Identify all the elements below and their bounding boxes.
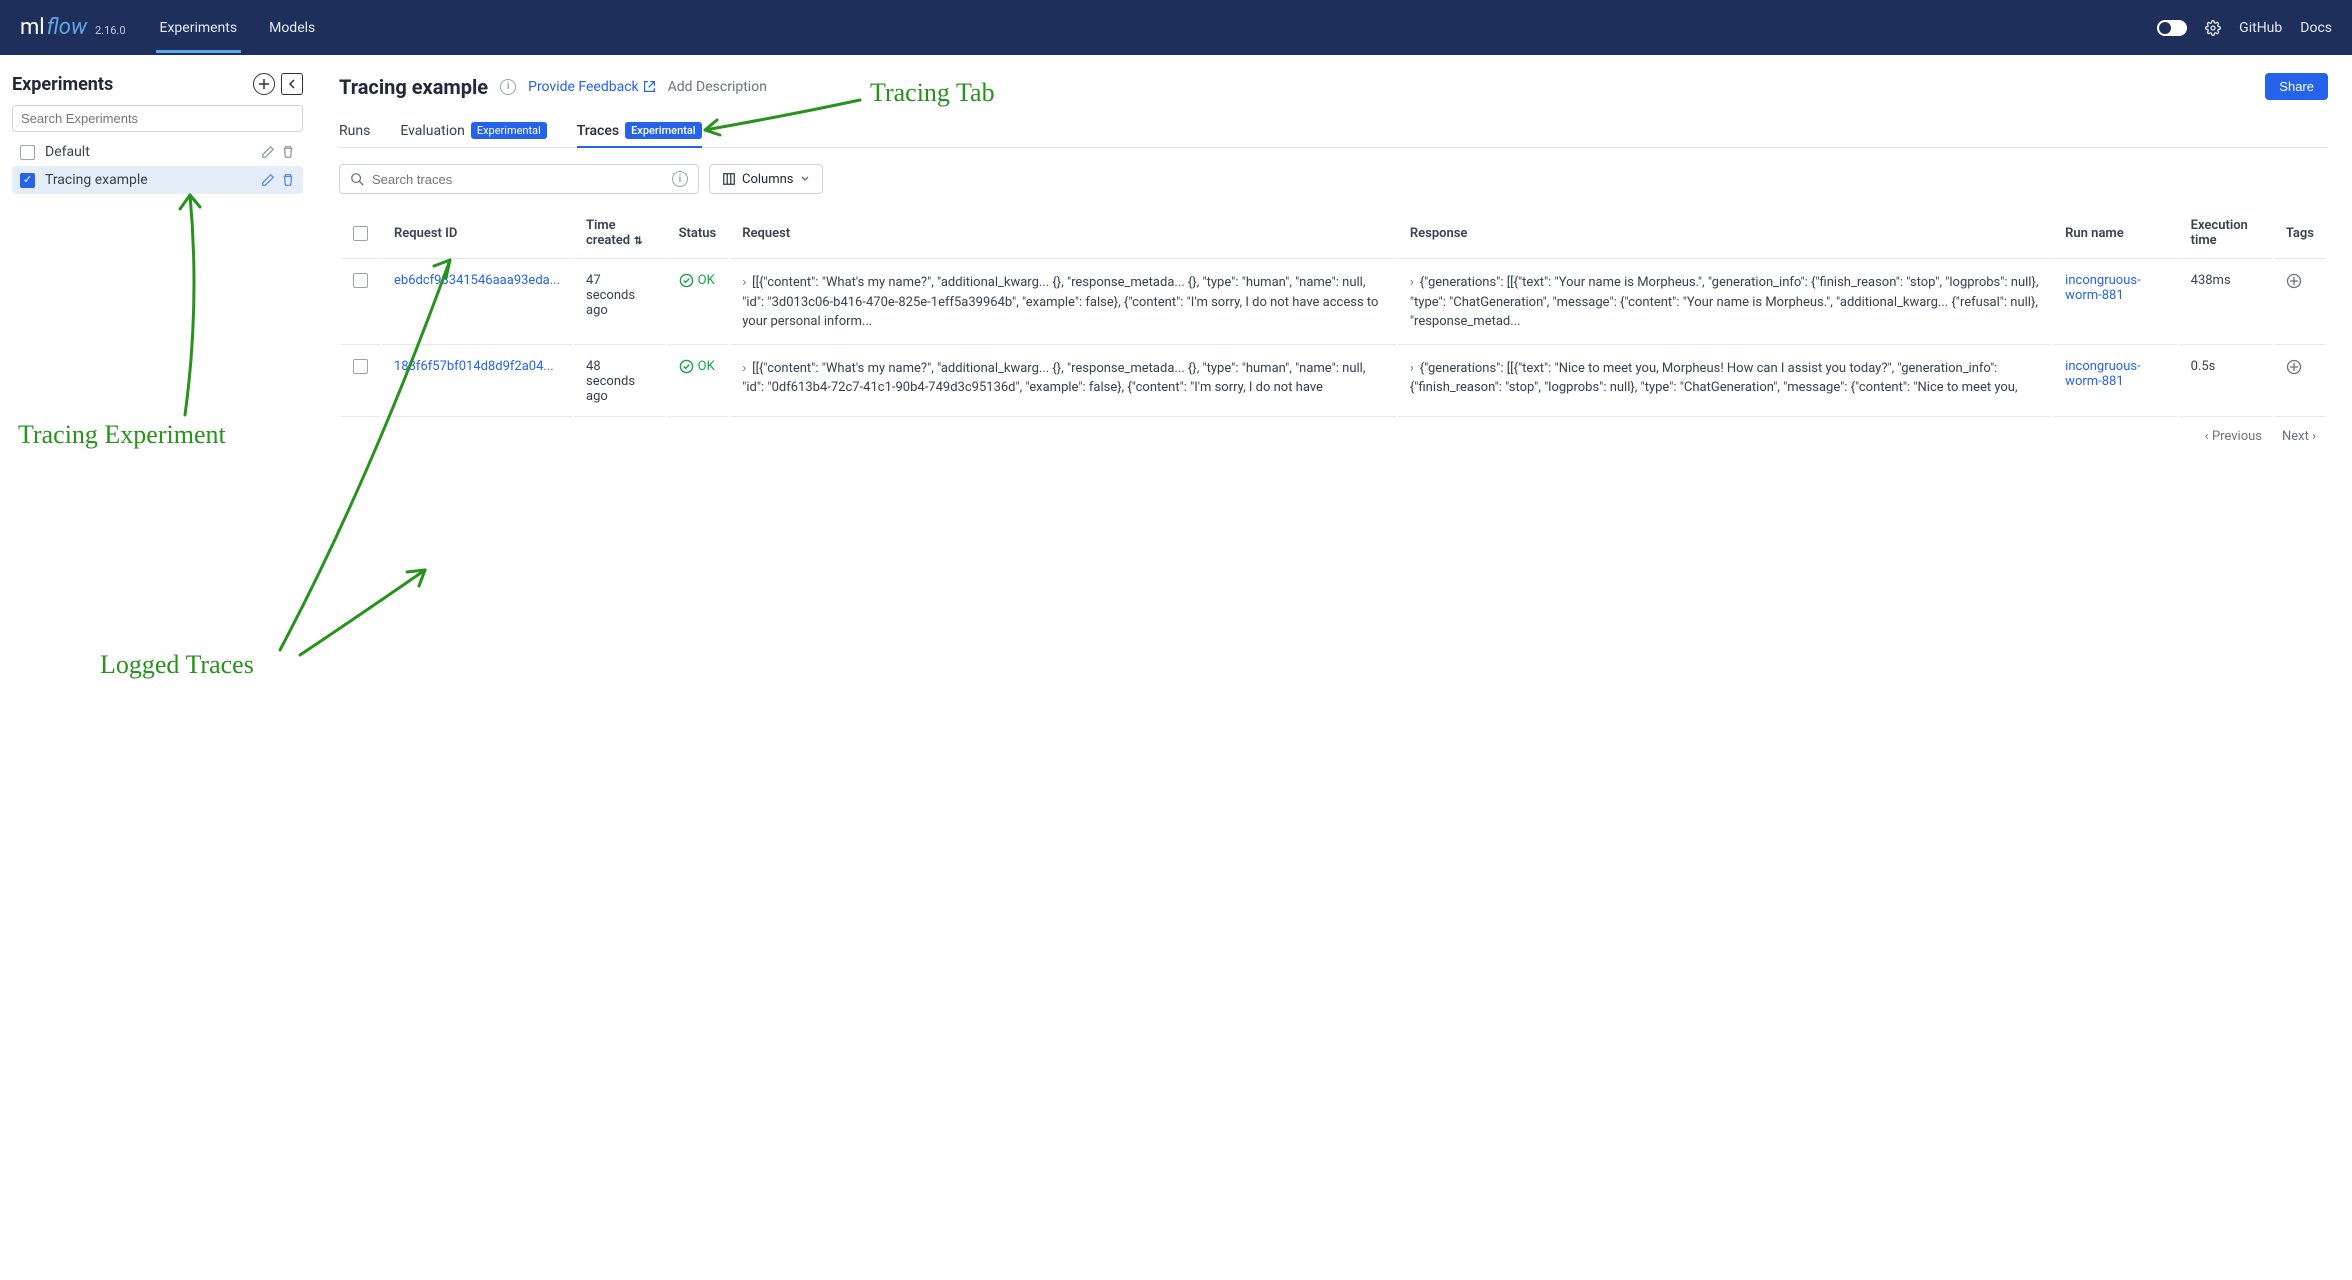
run-name-link[interactable]: incongruous-worm-881 [2065,359,2141,389]
tag-icon[interactable] [2286,273,2302,289]
sidebar-item-tracing-example[interactable]: Tracing example [12,166,303,194]
search-experiments-input[interactable] [12,105,303,132]
add-description-button[interactable]: Add Description [668,79,767,95]
share-button[interactable]: Share [2265,73,2328,100]
next-page[interactable]: Next › [2282,429,2316,444]
row-checkbox[interactable] [353,359,368,374]
top-nav: mlflow 2.16.0 Experiments Models GitHub … [0,0,2352,55]
search-info-icon[interactable]: i [672,171,688,187]
chevron-down-icon [800,174,810,184]
trace-row[interactable]: 183f6f57bf014d8d9f2a04... 48 seconds ago… [341,347,2326,417]
delete-icon[interactable] [281,173,295,187]
theme-toggle[interactable] [2157,20,2187,36]
expand-icon[interactable]: › [742,361,746,376]
tab-traces[interactable]: Traces Experimental [577,114,702,147]
main-content: Tracing example i Provide Feedback Add D… [315,55,2352,1280]
col-exec-time[interactable]: Execution time [2179,208,2272,259]
time-created-cell: 48 seconds ago [574,347,665,417]
request-preview: [[{"content": "What's my name?", "additi… [742,275,1378,329]
sidebar-title: Experiments [12,74,113,95]
experiment-label: Tracing example [45,172,251,188]
request-id-link[interactable]: eb6dcf93341546aaa93eda... [394,273,560,288]
search-icon [350,172,364,186]
col-request-id[interactable]: Request ID [382,208,572,259]
logo-flow: flow [47,15,87,40]
logo: mlflow 2.16.0 [20,15,126,40]
page-title: Tracing example [339,75,488,99]
col-run-name[interactable]: Run name [2053,208,2176,259]
trace-row[interactable]: eb6dcf93341546aaa93eda... 47 seconds ago… [341,261,2326,345]
prev-page[interactable]: ‹ Previous [2205,429,2262,444]
exec-time-cell: 0.5s [2179,347,2272,417]
logo-version: 2.16.0 [95,24,126,37]
tab-runs[interactable]: Runs [339,114,370,147]
col-time-created[interactable]: Time created⇅ [574,208,665,259]
expand-icon[interactable]: › [742,275,746,290]
col-request[interactable]: Request [730,208,1396,259]
collapse-sidebar-button[interactable] [281,73,303,95]
new-experiment-button[interactable] [253,73,275,95]
experiment-checkbox[interactable] [20,173,35,188]
status-ok: OK [679,359,717,374]
delete-icon[interactable] [281,145,295,159]
gear-icon[interactable] [2205,20,2221,36]
row-checkbox[interactable] [353,273,368,288]
search-traces-box[interactable]: i [339,164,699,194]
nav-tab-models[interactable]: Models [265,3,319,53]
pager: ‹ Previous Next › [339,419,2328,454]
run-name-link[interactable]: incongruous-worm-881 [2065,273,2141,303]
github-link[interactable]: GitHub [2239,20,2282,36]
nav-tab-experiments[interactable]: Experiments [156,3,242,53]
experimental-badge: Experimental [471,122,547,139]
response-preview: {"generations": [[{"text": "Nice to meet… [1410,361,2018,396]
logo-ml: ml [20,15,45,40]
columns-label: Columns [742,172,794,187]
col-tags[interactable]: Tags [2274,208,2326,259]
tab-evaluation[interactable]: Evaluation Experimental [400,114,546,147]
select-all-checkbox[interactable] [353,226,368,241]
request-id-link[interactable]: 183f6f57bf014d8d9f2a04... [394,359,554,374]
tab-label: Traces [577,123,619,139]
sidebar: Experiments Default Tracing example [0,55,315,1280]
experiment-checkbox[interactable] [20,145,35,160]
exec-time-cell: 438ms [2179,261,2272,345]
response-preview: {"generations": [[{"text": "Your name is… [1410,275,2039,329]
edit-icon[interactable] [261,145,275,159]
provide-feedback-link[interactable]: Provide Feedback [528,79,656,95]
docs-link[interactable]: Docs [2300,20,2332,36]
experiment-label: Default [45,144,251,160]
expand-icon[interactable]: › [1410,275,1414,290]
col-status[interactable]: Status [667,208,729,259]
tag-icon[interactable] [2286,359,2302,375]
request-preview: [[{"content": "What's my name?", "additi… [742,361,1365,396]
traces-table: Request ID Time created⇅ Status Request … [339,206,2328,419]
time-created-cell: 47 seconds ago [574,261,665,345]
content-tabs: Runs Evaluation Experimental Traces Expe… [339,114,2328,148]
columns-icon [722,172,736,186]
edit-icon[interactable] [261,173,275,187]
status-ok: OK [679,273,717,288]
expand-icon[interactable]: › [1410,361,1414,376]
sidebar-item-default[interactable]: Default [12,138,303,166]
nav-right: GitHub Docs [2157,20,2332,36]
nav-tabs: Experiments Models [156,3,320,53]
info-icon[interactable]: i [500,79,516,95]
col-response[interactable]: Response [1398,208,2051,259]
sort-icon: ⇅ [634,236,642,247]
search-traces-input[interactable] [372,172,664,187]
columns-button[interactable]: Columns [709,164,823,194]
tab-label: Evaluation [400,123,465,139]
experimental-badge: Experimental [625,122,702,139]
feedback-label: Provide Feedback [528,79,639,95]
